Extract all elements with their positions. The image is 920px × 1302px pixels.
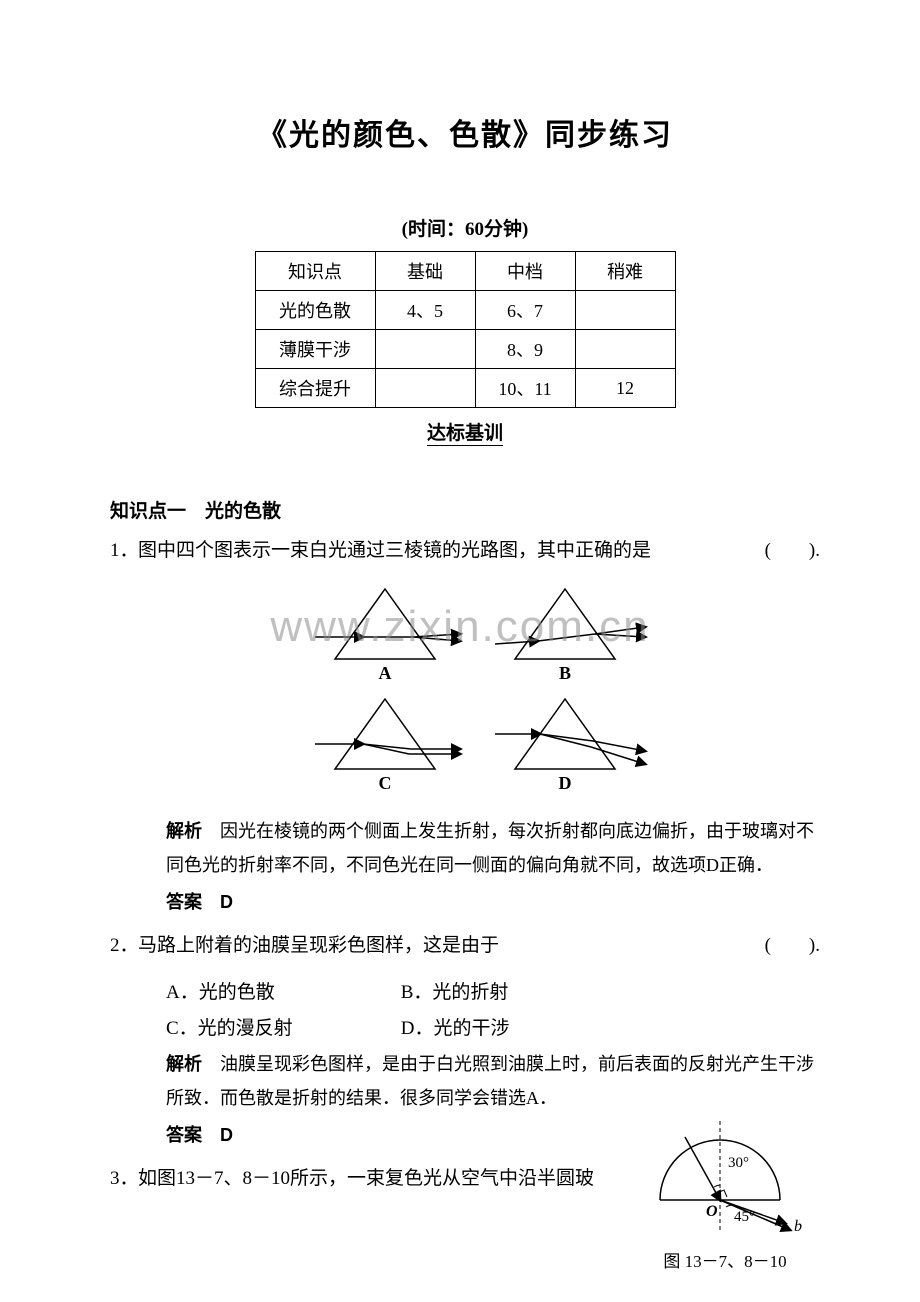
td-r1c1: 光的色散 <box>255 291 375 330</box>
page-title: 《光的颜色、色散》同步练习 <box>110 110 820 154</box>
q1-paren: ( ). <box>765 533 820 569</box>
q1-label-A: A <box>379 663 392 683</box>
td-r3c2 <box>375 369 475 408</box>
td-r2c4 <box>575 330 675 369</box>
question-2: 2．马路上附着的油膜呈现彩色图样，这是由于 ( ). <box>110 928 820 964</box>
question-1: 1．图中四个图表示一束白光通过三棱镜的光路图，其中正确的是 ( ). <box>110 533 820 569</box>
q3-point-O: O <box>706 1203 718 1220</box>
td-r3c3: 10、11 <box>475 369 575 408</box>
q3-stem: 如图13－7、8－10所示，一束复色光从空气中沿半圆玻 <box>138 1168 594 1189</box>
td-r3c4: 12 <box>575 369 675 408</box>
q2-opt-C: C．光的漫反射 <box>166 1011 396 1047</box>
q2-num: 2． <box>110 928 138 964</box>
q1-label-C: C <box>379 773 392 793</box>
knowledge-1: 知识点一 光的色散 <box>110 496 820 523</box>
q1-explain: 解析 因光在棱镜的两个侧面上发生折射，每次折射都向底边偏折，由于玻璃对不同色光的… <box>166 814 820 882</box>
td-r2c3: 8、9 <box>475 330 575 369</box>
q2-opt-D: D．光的干涉 <box>401 1011 510 1047</box>
th-mid: 中档 <box>475 252 575 291</box>
q1-label-D: D <box>559 773 572 793</box>
q3-figure: 30° 45° O b 图 13－7、8－10 <box>640 1115 810 1272</box>
q1-stem: 图中四个图表示一束白光通过三棱镜的光路图，其中正确的是 <box>138 540 651 561</box>
td-r2c2 <box>375 330 475 369</box>
time-label: (时间：60分钟) <box>110 214 820 241</box>
reference-table: 知识点 基础 中档 稍难 光的色散 4、5 6、7 薄膜干涉 8、9 综合提升 … <box>255 251 676 408</box>
td-r1c4 <box>575 291 675 330</box>
q3-angle-out: 45° <box>734 1209 755 1225</box>
td-r1c3: 6、7 <box>475 291 575 330</box>
section-wrap: 达标基训 <box>110 418 820 446</box>
q3-angle-in: 30° <box>728 1155 749 1171</box>
q1-explain-label: 解析 <box>166 821 202 841</box>
section-label: 达标基训 <box>427 418 503 446</box>
q1-num: 1． <box>110 533 138 569</box>
q1-answer-val: D <box>220 892 233 912</box>
q2-answer-label: 答案 <box>166 1125 202 1145</box>
q1-figure: A B C D <box>110 579 820 804</box>
td-r3c1: 综合提升 <box>255 369 375 408</box>
th-basic: 基础 <box>375 252 475 291</box>
q2-stem: 马路上附着的油膜呈现彩色图样，这是由于 <box>138 935 499 956</box>
q1-answer: 答案 D <box>166 888 820 914</box>
q2-explain: 解析 油膜呈现彩色图样，是由于白光照到油膜上时，前后表面的反射光产生干涉所致．而… <box>166 1047 820 1115</box>
q3-num: 3． <box>110 1161 138 1197</box>
th-knowledge: 知识点 <box>255 252 375 291</box>
q3-ray-b: b <box>794 1218 802 1235</box>
q1-label-B: B <box>559 663 571 683</box>
q1-answer-label: 答案 <box>166 892 202 912</box>
q2-opt-A: A．光的色散 <box>166 975 396 1011</box>
td-r1c2: 4、5 <box>375 291 475 330</box>
q2-options: A．光的色散 B．光的折射 C．光的漫反射 D．光的干涉 <box>166 975 820 1047</box>
q2-paren: ( ). <box>765 928 820 964</box>
q1-explain-text: 因光在棱镜的两个侧面上发生折射，每次折射都向底边偏折，由于玻璃对不同色光的折射率… <box>166 821 814 875</box>
q2-explain-label: 解析 <box>166 1054 202 1074</box>
th-hard: 稍难 <box>575 252 675 291</box>
q2-opt-B: B．光的折射 <box>401 975 509 1011</box>
q3-fig-caption: 图 13－7、8－10 <box>640 1247 810 1272</box>
q2-explain-text: 油膜呈现彩色图样，是由于白光照到油膜上时，前后表面的反射光产生干涉所致．而色散是… <box>166 1054 814 1108</box>
td-r2c1: 薄膜干涉 <box>255 330 375 369</box>
q2-answer-val: D <box>220 1125 233 1145</box>
